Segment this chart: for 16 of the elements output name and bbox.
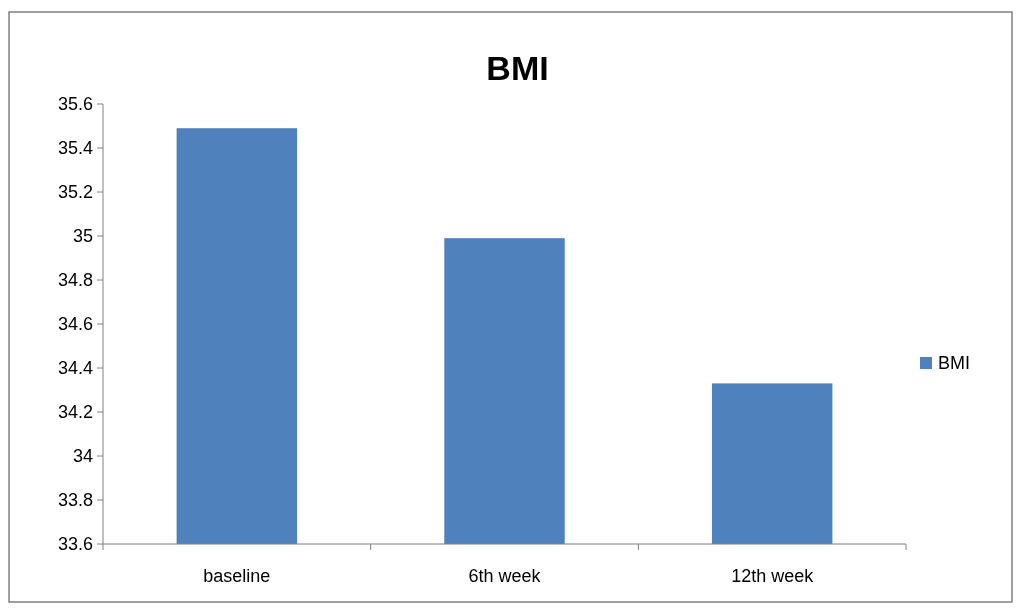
y-tick-label: 34.4 bbox=[57, 358, 93, 379]
y-tick-label: 35.4 bbox=[57, 138, 93, 159]
y-tick-label: 35 bbox=[72, 226, 93, 247]
y-tick-label: 34.2 bbox=[57, 402, 93, 423]
x-tick-label: 6th week bbox=[468, 566, 542, 586]
y-tick-label: 35.6 bbox=[57, 94, 93, 115]
y-tick-label: 33.8 bbox=[57, 490, 93, 511]
y-tick-label: 33.6 bbox=[57, 534, 93, 555]
chart-title: BMI bbox=[486, 49, 549, 87]
x-tick-label: 12th week bbox=[731, 566, 815, 586]
y-tick-label: 34.6 bbox=[57, 314, 93, 335]
y-tick-label: 35.2 bbox=[57, 182, 93, 203]
x-tick-label: baseline bbox=[203, 566, 271, 586]
y-tick-label: 34.8 bbox=[57, 270, 93, 291]
y-tick-label: 34 bbox=[72, 446, 93, 467]
legend-label: BMI bbox=[938, 353, 971, 374]
